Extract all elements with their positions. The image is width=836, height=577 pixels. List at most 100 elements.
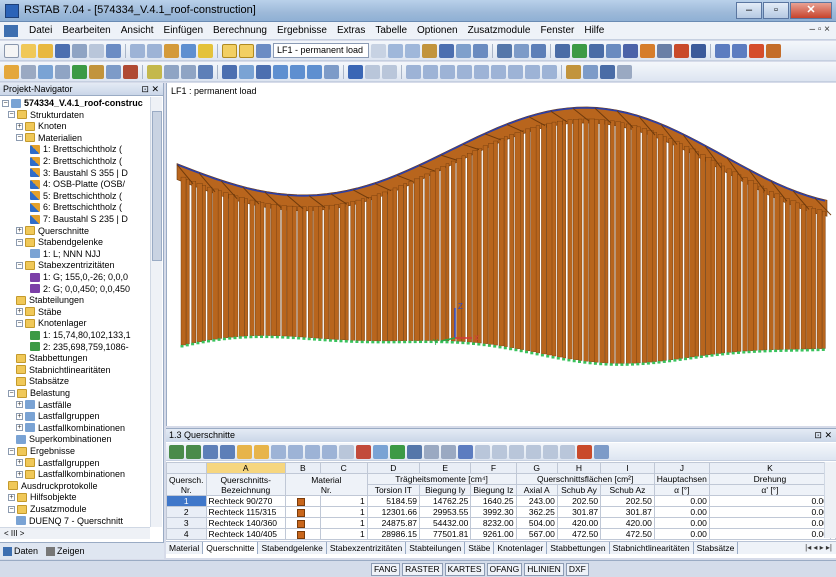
collapse-icon[interactable]: − [8,389,15,397]
tree-item[interactable]: Ausdruckprotokolle [8,480,98,492]
select-icon[interactable] [766,43,781,58]
column-member[interactable] [673,140,680,360]
cell-material-swatch[interactable] [284,495,321,507]
column-member[interactable] [212,188,219,340]
sheet-tab[interactable]: Stabnichtlinearitäten [610,542,694,554]
cell-material-swatch[interactable] [284,528,321,540]
navigator-vertical-scrollbar[interactable] [150,97,162,527]
window-icon[interactable] [222,43,237,58]
node-support[interactable] [334,339,338,343]
cell-it[interactable]: 28986.15 [366,528,421,540]
save-icon[interactable] [55,43,70,58]
node-support[interactable] [217,338,221,341]
node-support[interactable] [249,335,253,339]
target-icon[interactable] [691,43,706,58]
rafter-member[interactable] [770,180,788,202]
node-support[interactable] [440,340,444,344]
table-chart-icon[interactable] [407,444,422,459]
rafter-member[interactable] [220,180,238,200]
table-nav-first-icon[interactable] [169,444,184,459]
col-letter-g[interactable]: G [515,462,558,474]
load-mz-icon[interactable] [508,64,523,79]
column-member[interactable] [700,154,706,356]
rafter-member[interactable] [682,134,700,156]
node-support[interactable] [583,361,587,364]
rafter-member[interactable] [198,172,216,193]
cell-ay[interactable]: 301.87 [556,506,602,518]
tree-item[interactable]: − Ergebnisse [8,445,75,457]
column-member[interactable] [180,176,187,346]
node-support[interactable] [493,345,497,348]
column-member[interactable] [705,157,712,356]
column-member[interactable] [567,119,573,360]
node-support[interactable] [694,356,698,359]
column-member[interactable] [716,162,722,354]
tree-item[interactable]: + Lastfallkombinationen [16,468,125,480]
tree-item[interactable]: 3: Baustahl S 355 | D [30,167,128,179]
rafter-member[interactable] [704,145,722,168]
cell-material-nr[interactable]: 1 [319,517,368,529]
section-icon[interactable] [365,64,380,79]
column-member[interactable] [440,166,446,341]
navigator-horizontal-scrollbar[interactable]: < III > [0,527,150,539]
cell-alpha[interactable]: 0.00 [653,506,710,518]
column-member[interactable] [647,130,654,363]
grid-icon[interactable] [198,43,213,58]
column-member[interactable] [307,206,313,338]
node-support[interactable] [795,349,799,352]
menu-ergebnisse[interactable]: Ergebnisse [276,25,327,36]
rafter-member[interactable] [572,107,590,122]
node-support[interactable] [498,345,502,349]
collapse-icon[interactable]: − [8,505,15,513]
table-redo-icon[interactable] [254,444,269,459]
column-member[interactable] [472,150,479,343]
column-member[interactable] [302,206,307,338]
cell-a[interactable]: 504.00 [515,517,558,529]
cell-alpha[interactable]: 0.00 [653,528,710,540]
cell-ay[interactable]: 472.50 [556,528,602,540]
cell-bezeichnung[interactable]: Rechteck 90/270 [205,495,286,507]
zoom-icon[interactable] [715,43,730,58]
rafter-member[interactable] [792,190,810,210]
expand-icon[interactable]: + [16,227,23,235]
tree-item[interactable]: 6: Brettschichtholz ( [30,201,122,213]
menu-berechnung[interactable]: Berechnung [213,25,267,36]
node-support[interactable] [784,349,788,352]
sheet-tab[interactable]: Stabteilungen [406,542,466,554]
tree-item[interactable]: Stabnichtlinearitäten [16,364,111,376]
column-member[interactable] [509,134,515,348]
values-icon[interactable] [456,43,471,58]
col-letter-b[interactable]: B [284,462,321,474]
column-member[interactable] [822,210,826,349]
node-support[interactable] [620,363,624,366]
column-member[interactable] [366,197,372,341]
table-display-icon[interactable] [600,64,615,79]
cell-iz[interactable]: 9261.00 [470,528,517,540]
cell-iy[interactable]: 77501.81 [419,528,472,540]
rafter-member[interactable] [352,189,370,199]
node-support[interactable] [758,350,762,353]
table-formula-icon[interactable] [441,444,456,459]
column-member[interactable] [254,201,261,336]
sheet-tab[interactable]: Stäbe [465,542,495,554]
node-support[interactable] [821,348,825,351]
node-support[interactable] [228,337,232,340]
node-support[interactable] [487,344,491,347]
load-py-icon[interactable] [440,64,455,79]
node-support[interactable] [800,349,804,352]
loadcase-icon[interactable] [256,43,271,58]
column-member[interactable] [557,120,563,358]
prev-loadcase-icon[interactable] [388,43,403,58]
node-support[interactable] [281,336,285,339]
tree-item[interactable]: + Stäbe [16,306,62,318]
row-number[interactable]: 1 [166,495,207,507]
col-letter-a[interactable]: A [205,462,286,474]
column-member[interactable] [456,158,463,342]
column-member[interactable] [498,138,505,347]
node-support[interactable] [207,339,210,343]
tree-item[interactable]: DUENQ 7 - Querschnitt [16,515,123,527]
node-support[interactable] [376,340,380,344]
column-member[interactable] [641,128,648,363]
table-row[interactable]: 4 Rechteck 140/405 1 28986.15 77501.81 9261.0… [166,528,836,540]
tree-item[interactable]: − Belastung [8,387,70,399]
